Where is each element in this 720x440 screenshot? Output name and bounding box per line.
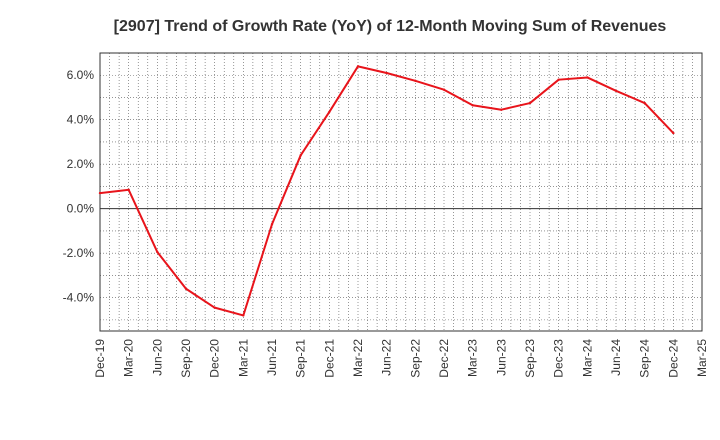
plot-area-frame bbox=[99, 52, 703, 332]
data-point bbox=[213, 306, 216, 309]
data-point bbox=[471, 104, 474, 107]
data-point bbox=[184, 287, 188, 290]
data-point bbox=[156, 250, 159, 254]
data-point bbox=[414, 79, 417, 83]
x-tick-label: Mar-21 bbox=[236, 339, 250, 377]
data-point bbox=[356, 65, 360, 68]
x-tick-label: Sep-20 bbox=[179, 339, 193, 378]
x-tick-label: Mar-25 bbox=[695, 339, 709, 377]
data-point bbox=[299, 154, 302, 157]
x-tick-label: Mar-24 bbox=[580, 339, 594, 377]
x-tick-label: Dec-21 bbox=[322, 339, 336, 378]
data-point bbox=[528, 101, 532, 105]
data-point bbox=[643, 101, 646, 105]
x-tick-label: Jun-24 bbox=[609, 339, 623, 376]
x-tick-label: Sep-24 bbox=[638, 339, 652, 378]
chart-title: [2907] Trend of Growth Rate (YoY) of 12-… bbox=[114, 18, 667, 35]
y-tick-label: -2.0% bbox=[63, 246, 95, 260]
y-axis-tick-labels: -4.0% -2.0% 0.0% 2.0% 4.0% 6.0% bbox=[63, 68, 95, 304]
x-tick-label: Dec-23 bbox=[552, 339, 566, 378]
x-tick-label: Dec-24 bbox=[666, 339, 680, 378]
x-tick-label: Mar-20 bbox=[122, 339, 136, 377]
x-tick-label: Sep-23 bbox=[523, 339, 537, 378]
data-point bbox=[442, 88, 446, 91]
y-tick-label: 4.0% bbox=[67, 113, 95, 127]
data-point bbox=[500, 108, 503, 111]
data-point bbox=[328, 110, 331, 114]
data-point bbox=[127, 188, 130, 191]
y-tick-label: 6.0% bbox=[67, 68, 95, 82]
data-point bbox=[586, 76, 589, 79]
data-point bbox=[242, 314, 245, 317]
data-point bbox=[98, 191, 102, 195]
y-tick-label: -4.0% bbox=[63, 291, 95, 305]
y-tick-label: 0.0% bbox=[67, 202, 95, 216]
x-tick-label: Mar-23 bbox=[466, 339, 480, 377]
x-tick-label: Sep-21 bbox=[294, 339, 308, 378]
x-tick-label: Dec-22 bbox=[437, 339, 451, 378]
x-tick-label: Dec-20 bbox=[208, 339, 222, 378]
x-tick-label: Jun-20 bbox=[150, 339, 164, 376]
grid bbox=[100, 52, 702, 331]
y-tick-label: 2.0% bbox=[67, 157, 95, 171]
x-tick-label: Jun-23 bbox=[494, 339, 508, 376]
x-tick-label: Dec-19 bbox=[93, 339, 107, 378]
x-axis-tick-labels: Dec-19 Mar-20 Jun-20 Sep-20 Dec-20 Mar-21 Jun-… bbox=[93, 339, 709, 378]
x-tick-label: Jun-21 bbox=[265, 339, 279, 376]
data-point bbox=[557, 78, 560, 81]
x-tick-label: Jun-22 bbox=[380, 339, 394, 376]
data-point bbox=[672, 131, 675, 135]
x-tick-label: Sep-22 bbox=[408, 339, 422, 378]
data-point bbox=[614, 89, 618, 93]
x-tick-label: Mar-22 bbox=[351, 339, 365, 377]
data-point bbox=[385, 71, 388, 75]
data-point bbox=[270, 223, 274, 226]
series-layer bbox=[98, 65, 675, 317]
